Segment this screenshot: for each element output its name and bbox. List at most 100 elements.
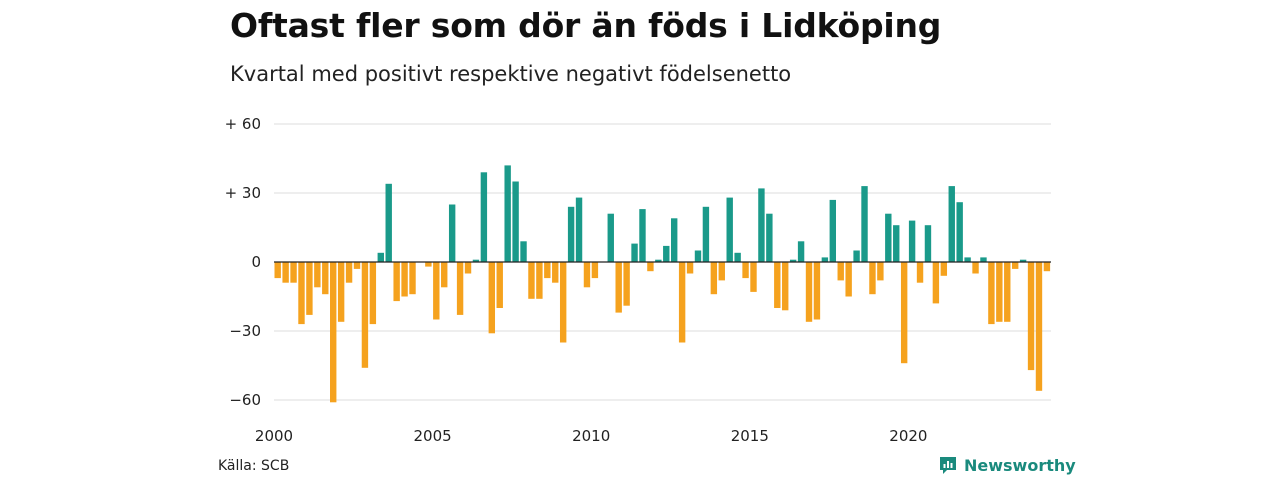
bar: [980, 257, 987, 262]
bar: [290, 262, 297, 283]
bar: [885, 213, 892, 262]
bar: [671, 218, 678, 262]
bar: [559, 262, 567, 343]
bar: [1011, 262, 1019, 269]
bar: [631, 243, 638, 262]
bar: [908, 220, 916, 262]
brand-logo[interactable]: Newsworthy: [938, 455, 1076, 475]
bar: [774, 262, 781, 308]
bar: [480, 172, 488, 262]
bar: [924, 225, 932, 262]
bar: [805, 262, 813, 322]
bar: [1035, 262, 1043, 391]
bar: [940, 262, 948, 276]
y-tick-label: 0: [251, 253, 261, 271]
bar: [448, 204, 456, 262]
y-tick-label: + 60: [225, 115, 261, 133]
bar: [948, 186, 955, 262]
bar: [488, 262, 496, 334]
bar: [496, 262, 503, 308]
bar: [916, 262, 924, 283]
bar: [353, 262, 361, 269]
bar: [663, 245, 670, 262]
bar: [274, 262, 281, 279]
bar: [829, 199, 836, 262]
bar: [702, 206, 710, 262]
bar: [615, 262, 622, 313]
bar: [821, 257, 829, 262]
bar: [718, 262, 725, 281]
bar: [932, 262, 940, 304]
bar: [369, 262, 377, 325]
bar: [504, 165, 511, 262]
bar: [837, 262, 844, 281]
x-tick-label: 2005: [414, 427, 452, 445]
bars: [274, 165, 1051, 403]
gridlines: [274, 123, 1051, 401]
bar: [877, 262, 884, 281]
bar: [686, 262, 694, 274]
y-axis-labels: + 60 + 30 0 −30 −60: [225, 115, 261, 409]
bar: [623, 262, 630, 306]
bar: [845, 262, 852, 297]
bar: [766, 213, 773, 262]
bar: [655, 259, 662, 262]
bar: [893, 225, 900, 262]
x-tick-label: 2000: [255, 427, 293, 445]
bar: [647, 262, 654, 272]
x-tick-label: 2015: [731, 427, 769, 445]
bar: [734, 252, 741, 262]
bar: [393, 262, 400, 302]
bar: [322, 262, 329, 295]
bar: [528, 262, 535, 299]
bar: [964, 257, 971, 262]
bar: [710, 262, 718, 295]
source-note: Källa: SCB: [218, 458, 290, 474]
bar: [956, 202, 963, 262]
bar: [1043, 262, 1051, 272]
bar: [520, 241, 527, 262]
bar: [1019, 259, 1027, 262]
x-axis-labels: 2000 2005 2010 2015 2020: [255, 427, 928, 445]
bar: [694, 250, 702, 262]
bar: [472, 259, 480, 262]
bar: [345, 262, 353, 283]
bar: [337, 262, 345, 322]
bar: [298, 262, 305, 325]
bar: [758, 188, 765, 262]
bar: [401, 262, 408, 297]
bar: [314, 262, 321, 288]
bar: [988, 262, 995, 325]
bar: [441, 262, 448, 288]
bar: [536, 262, 543, 299]
bar: [425, 262, 432, 267]
bar: [1004, 262, 1011, 322]
bar: [575, 197, 583, 262]
bar: [591, 262, 599, 279]
y-tick-label: −30: [229, 322, 261, 340]
bar: [726, 197, 733, 262]
bar: [813, 262, 821, 320]
x-tick-label: 2010: [572, 427, 610, 445]
brand-name: Newsworthy: [964, 455, 1076, 475]
bar: [750, 262, 757, 292]
bar: [433, 262, 440, 320]
bar: [900, 262, 908, 364]
bar: [456, 262, 464, 315]
bar: [544, 262, 551, 279]
newsworthy-logo-icon: [940, 457, 956, 474]
chart-title: Oftast fler som dör än föds i Lidköping: [230, 6, 942, 45]
bar: [552, 262, 559, 283]
y-tick-label: + 30: [225, 184, 261, 202]
bar: [869, 262, 876, 295]
bar: [377, 252, 384, 262]
bar: [678, 262, 686, 343]
y-tick-label: −60: [229, 391, 261, 409]
bar: [330, 262, 337, 403]
bar: [853, 250, 860, 262]
bar: [512, 181, 519, 262]
bar: [742, 262, 749, 279]
x-tick-label: 2020: [889, 427, 927, 445]
bar: [1027, 262, 1035, 371]
bar: [385, 183, 392, 262]
